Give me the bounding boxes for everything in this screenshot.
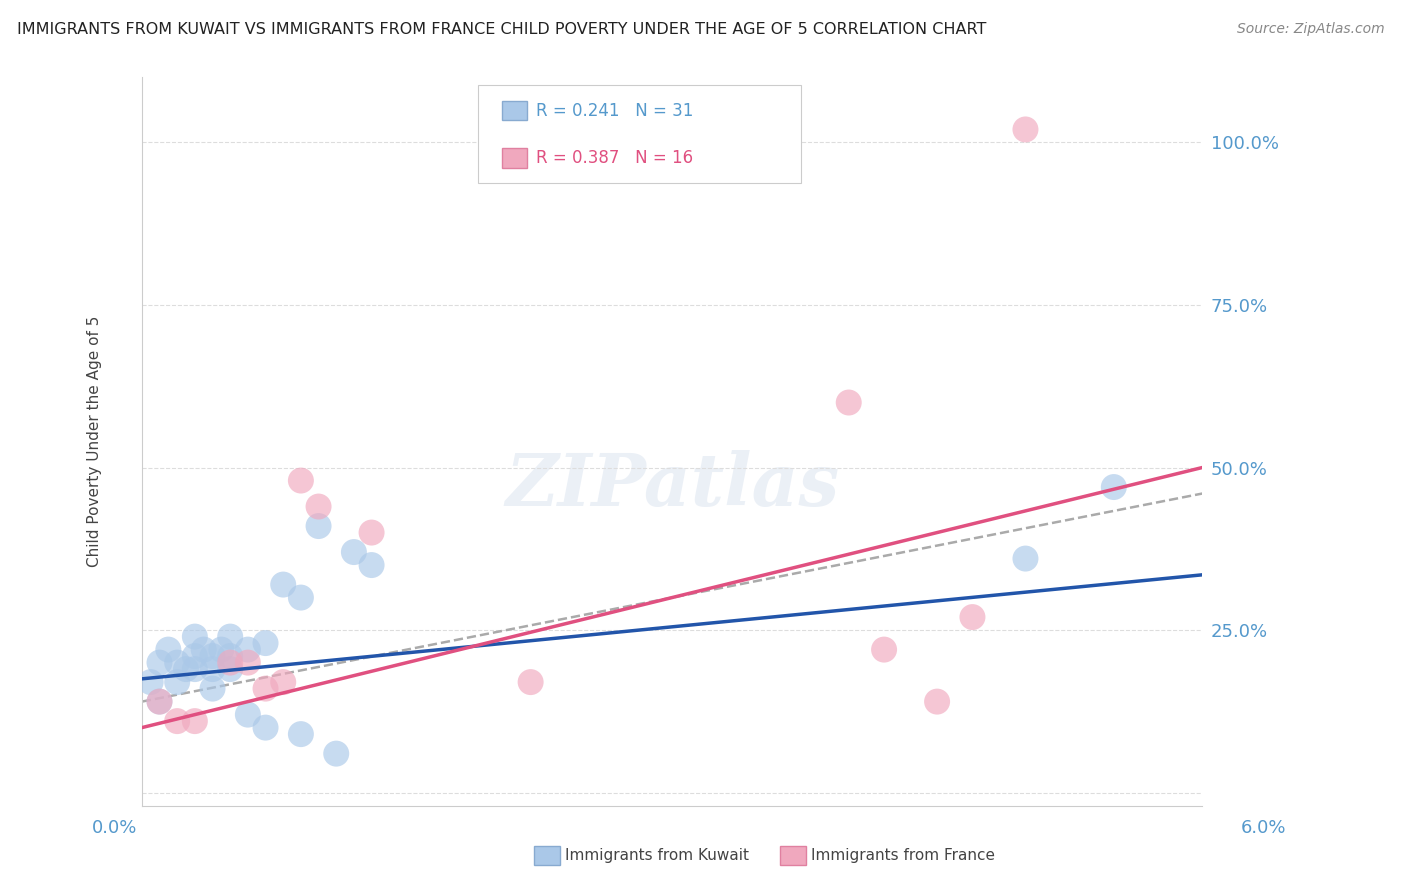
Text: IMMIGRANTS FROM KUWAIT VS IMMIGRANTS FROM FRANCE CHILD POVERTY UNDER THE AGE OF : IMMIGRANTS FROM KUWAIT VS IMMIGRANTS FRO… [17, 22, 986, 37]
Point [254, 636, 277, 650]
Point [360, 558, 382, 572]
Text: Immigrants from Kuwait: Immigrants from Kuwait [565, 848, 749, 863]
Point [1102, 480, 1125, 494]
Point [201, 681, 224, 696]
Point [166, 656, 188, 670]
Text: Source: ZipAtlas.com: Source: ZipAtlas.com [1237, 22, 1385, 37]
Point [148, 695, 170, 709]
Point [236, 642, 259, 657]
Text: Child Poverty Under the Age of 5: Child Poverty Under the Age of 5 [87, 316, 101, 567]
Point [209, 642, 232, 657]
Point [193, 642, 215, 657]
Point [184, 662, 207, 676]
Point [254, 721, 277, 735]
Point [290, 591, 312, 605]
Point [219, 630, 242, 644]
Text: ZIPatlas: ZIPatlas [505, 450, 839, 521]
Point [838, 395, 860, 409]
Point [962, 610, 984, 624]
Point [254, 681, 277, 696]
Point [308, 500, 330, 514]
Point [360, 525, 382, 540]
Text: 6.0%: 6.0% [1241, 819, 1286, 837]
Point [219, 662, 242, 676]
Point [325, 747, 347, 761]
Point [184, 630, 207, 644]
Text: R = 0.387   N = 16: R = 0.387 N = 16 [536, 149, 693, 167]
Point [174, 662, 197, 676]
Point [236, 707, 259, 722]
Point [290, 727, 312, 741]
Point [236, 656, 259, 670]
Text: Immigrants from France: Immigrants from France [811, 848, 995, 863]
Text: 0.0%: 0.0% [91, 819, 136, 837]
Point [139, 675, 162, 690]
Point [343, 545, 366, 559]
Point [166, 675, 188, 690]
Point [166, 714, 188, 728]
Point [219, 649, 242, 664]
Point [308, 519, 330, 533]
Text: R = 0.241   N = 31: R = 0.241 N = 31 [536, 102, 693, 120]
Point [873, 642, 896, 657]
Point [201, 649, 224, 664]
Point [184, 714, 207, 728]
Point [201, 662, 224, 676]
Point [219, 656, 242, 670]
Point [271, 577, 294, 591]
Point [184, 649, 207, 664]
Point [519, 675, 541, 690]
Point [1014, 122, 1036, 136]
Point [925, 695, 948, 709]
Point [290, 474, 312, 488]
Point [157, 642, 180, 657]
Point [1014, 551, 1036, 566]
Point [148, 656, 170, 670]
Point [271, 675, 294, 690]
Point [148, 695, 170, 709]
